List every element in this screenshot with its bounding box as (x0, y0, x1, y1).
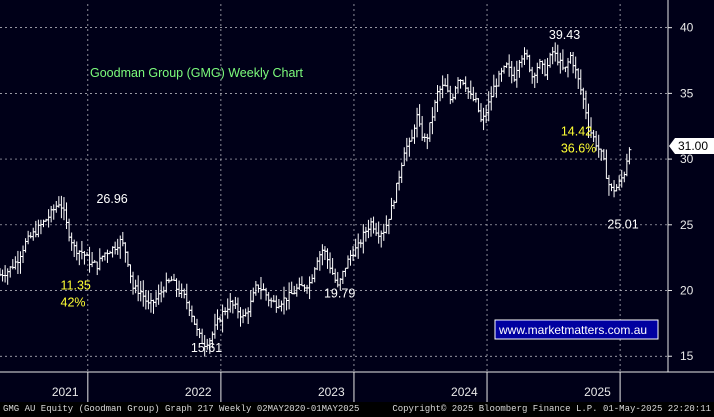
data-label: 36.6% (561, 142, 596, 156)
last-price-tag (669, 137, 714, 154)
watermark-text: www.marketmatters.com.au (498, 323, 647, 337)
watermark-box (494, 319, 659, 340)
data-label: 19.79 (324, 286, 355, 300)
x-tick-label: 2023 (318, 385, 345, 399)
data-label: 39.43 (549, 28, 580, 42)
data-label: 15.61 (191, 341, 222, 355)
footer-bar: GMG AU Equity (Goodman Group) Graph 217 … (0, 402, 714, 417)
x-tick-label: 2021 (52, 385, 79, 399)
y-tick-label: 30 (680, 152, 694, 166)
y-tick-label: 20 (680, 284, 694, 298)
x-tick-label: 2024 (451, 385, 478, 399)
chart-title: Goodman Group (GMG) Weekly Chart (90, 66, 304, 80)
y-tick-label: 35 (680, 86, 694, 100)
y-tick-label: 25 (680, 218, 694, 232)
y-tick-label: 40 (680, 21, 694, 35)
data-label: 42% (61, 295, 86, 309)
last-price-label: 31.00 (678, 139, 708, 153)
data-label: 25.01 (607, 218, 638, 232)
data-label: 14.42 (561, 124, 592, 138)
y-tick-label: 15 (680, 349, 694, 363)
x-tick-label: 2025 (584, 385, 611, 399)
data-label: 11.35 (61, 278, 91, 292)
data-label: 26.96 (96, 192, 127, 206)
footer-left-text: GMG AU Equity (Goodman Group) Graph 217 … (3, 404, 360, 414)
x-tick-label: 2022 (185, 385, 212, 399)
footer-right-text: Copyright© 2025 Bloomberg Finance L.P. 0… (392, 404, 711, 414)
